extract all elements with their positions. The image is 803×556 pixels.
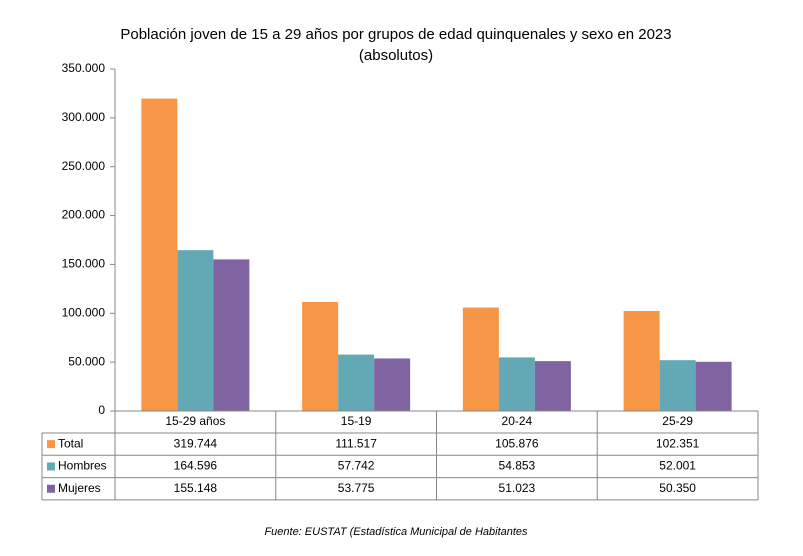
bar xyxy=(177,250,214,411)
y-tick-label: 200.000 xyxy=(62,208,106,222)
x-tick-label: 20-24 xyxy=(502,414,533,428)
bar xyxy=(141,98,178,411)
bar xyxy=(302,302,339,411)
bar xyxy=(534,361,571,411)
x-tick-label: 15-19 xyxy=(341,414,372,428)
legend-swatch xyxy=(47,462,55,471)
legend-swatch xyxy=(47,440,55,449)
table-value: 102.351 xyxy=(656,436,700,450)
legend-swatch xyxy=(47,484,55,493)
bar xyxy=(374,358,411,411)
table-value: 57.742 xyxy=(338,459,375,473)
x-tick-label: 15-29 años xyxy=(165,414,225,428)
source-note: Fuente: EUSTAT (Estadística Municipal de… xyxy=(264,526,528,538)
bar xyxy=(623,310,660,411)
chart-subtitle: (absolutos) xyxy=(359,47,433,64)
bar xyxy=(659,360,696,411)
table-value: 50.350 xyxy=(659,481,696,495)
table-value: 105.876 xyxy=(495,436,539,450)
bar xyxy=(213,259,250,411)
bar xyxy=(695,361,732,411)
bar xyxy=(498,357,535,411)
y-tick-label: 250.000 xyxy=(62,159,106,173)
table-value: 51.023 xyxy=(499,481,536,495)
bar xyxy=(338,354,375,411)
legend-label: Hombres xyxy=(58,459,107,473)
chart-title: Población joven de 15 a 29 años por grup… xyxy=(120,26,671,43)
table-value: 164.596 xyxy=(174,459,218,473)
table-value: 319.744 xyxy=(174,436,218,450)
table-value: 111.517 xyxy=(335,436,377,450)
table-value: 54.853 xyxy=(499,459,536,473)
y-tick-label: 150.000 xyxy=(62,257,106,271)
x-tick-label: 25-29 xyxy=(662,414,693,428)
y-tick-label: 0 xyxy=(98,403,105,417)
y-tick-label: 300.000 xyxy=(62,110,106,124)
bar xyxy=(462,307,499,411)
y-tick-label: 350.000 xyxy=(62,61,106,75)
y-tick-label: 50.000 xyxy=(68,354,105,368)
table-value: 53.775 xyxy=(338,481,375,495)
table-value: 52.001 xyxy=(659,459,696,473)
y-tick-label: 100.000 xyxy=(62,305,106,319)
legend-label: Mujeres xyxy=(58,481,101,495)
table-value: 155.148 xyxy=(174,481,218,495)
legend-label: Total xyxy=(58,436,83,450)
